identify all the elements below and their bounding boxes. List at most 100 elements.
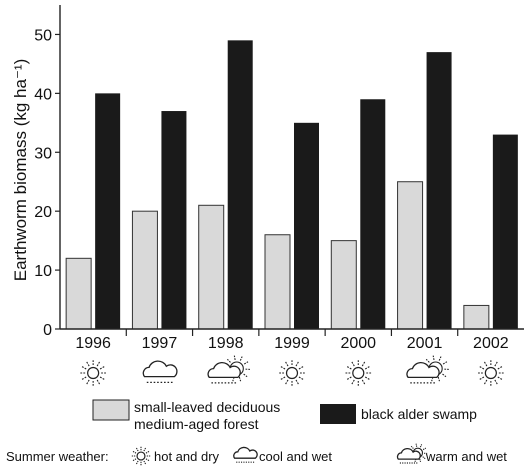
sun-ray [233, 355, 236, 361]
sun-ray [479, 366, 485, 370]
sun-icon [477, 360, 504, 386]
bar-swamp-2002 [492, 134, 518, 329]
sun-ray [483, 361, 488, 367]
bar-swamp-1997 [161, 111, 187, 329]
sun-ray [351, 361, 355, 367]
sun-ray [479, 376, 485, 380]
bar-swamp-1998 [227, 40, 253, 329]
y-tick-label-20: 20 [34, 204, 52, 221]
sun-ray [351, 379, 355, 385]
sun-ray [364, 376, 370, 380]
sun-ray [494, 379, 498, 385]
cloud-sun-rain-icon [396, 443, 428, 464]
sun-ray [243, 361, 249, 365]
sun-ray [483, 379, 488, 385]
sun-ray [298, 366, 304, 370]
sun-disc [352, 366, 365, 380]
sun-ray [243, 373, 248, 378]
sun-ray [238, 376, 242, 382]
cloud-rain-icon [233, 446, 258, 463]
sun-disc [87, 366, 100, 380]
bar-forest-2000 [330, 240, 357, 330]
y-tick-label-10: 10 [34, 263, 52, 280]
sun-ray [364, 366, 370, 370]
weather-note-hot-dry: hot and dry [154, 449, 220, 464]
x-tick-label-2000: 2000 [340, 335, 376, 352]
axes-layer: 1996 1997 1998 1999 2000 2001 2002 0 10 20 30 40 50 [34, 5, 524, 352]
weather-icons-row [80, 355, 504, 386]
cloud-shape [233, 446, 258, 459]
bar-forest-2002 [463, 304, 490, 330]
sun-ray [99, 366, 105, 370]
sun-ray [81, 366, 87, 370]
y-tick-label-50: 50 [34, 27, 52, 44]
bar-swamp-2000 [360, 99, 386, 329]
sun-ray [442, 361, 448, 365]
sun-ray [145, 458, 150, 462]
sun-icon [279, 360, 305, 386]
sun-disc [136, 451, 146, 461]
x-tick-label-1999: 1999 [274, 335, 310, 352]
sun-ray [135, 460, 139, 465]
weather-note-warm-wet: warm and wet [425, 449, 507, 464]
legend-label-swamp: black alder swamp [361, 406, 477, 422]
sun-ray [432, 355, 435, 361]
x-tick-label-1996: 1996 [75, 335, 111, 352]
weather-note: Summer weather: hot and dry cool and wet… [6, 443, 507, 466]
sun-ray [99, 376, 105, 380]
cloud-shape [406, 361, 440, 379]
sun-ray [285, 361, 289, 367]
sun-icon [131, 446, 151, 466]
sun-disc [285, 366, 299, 380]
x-tick-label-1997: 1997 [142, 335, 178, 352]
sun-ray [419, 458, 422, 462]
weather-note-cool-wet: cool and wet [259, 449, 332, 464]
sun-icon [80, 360, 107, 386]
sun-ray [497, 366, 503, 370]
bar-forest-1996 [65, 257, 92, 330]
bar-forest-1997 [131, 210, 158, 330]
sun-ray [285, 379, 289, 385]
sun-ray [494, 361, 498, 367]
legend-swatch-swamp [320, 404, 356, 424]
x-tick-label-1998: 1998 [208, 335, 244, 352]
sun-icon [345, 360, 372, 386]
sun-ray [295, 361, 299, 367]
legend-label-forest-line1: small-leaved deciduous [134, 399, 280, 415]
cloud-shape [142, 360, 178, 378]
sun-ray [410, 445, 414, 449]
y-axis-title: Earthworm biomass (kg ha⁻¹) [11, 59, 30, 281]
sun-ray [81, 376, 87, 380]
sun-ray [298, 376, 304, 380]
sun-ray [135, 447, 139, 452]
bar-swamp-1996 [95, 93, 121, 329]
y-tick-label-30: 30 [34, 145, 52, 162]
sun-ray [425, 358, 430, 363]
sun-ray [442, 373, 447, 378]
sun-ray [438, 356, 442, 361]
sun-ray [497, 376, 503, 380]
cloud-rain-icon [142, 360, 178, 383]
y-tick-label-0: 0 [43, 322, 52, 339]
sun-ray [143, 460, 147, 465]
sun-ray [422, 447, 427, 451]
sun-ray [346, 366, 352, 370]
sun-ray [132, 450, 137, 454]
bar-forest-2001 [397, 181, 424, 330]
x-tick-label-2001: 2001 [407, 335, 443, 352]
sun-disc [484, 366, 497, 380]
sun-ray [361, 379, 366, 385]
legend-swatch-forest [92, 399, 130, 421]
cloud-shape [207, 361, 241, 379]
sun-ray [419, 444, 423, 448]
sun-ray [415, 443, 418, 447]
y-tick-label-40: 40 [34, 86, 52, 103]
sun-ray [226, 358, 231, 363]
sun-ray [346, 376, 352, 380]
bar-forest-1999 [264, 234, 291, 330]
legend-label-forest-line2: medium-aged forest [134, 416, 259, 432]
sun-ray [132, 458, 137, 462]
sun-ray [145, 450, 150, 454]
sun-ray [143, 447, 147, 452]
